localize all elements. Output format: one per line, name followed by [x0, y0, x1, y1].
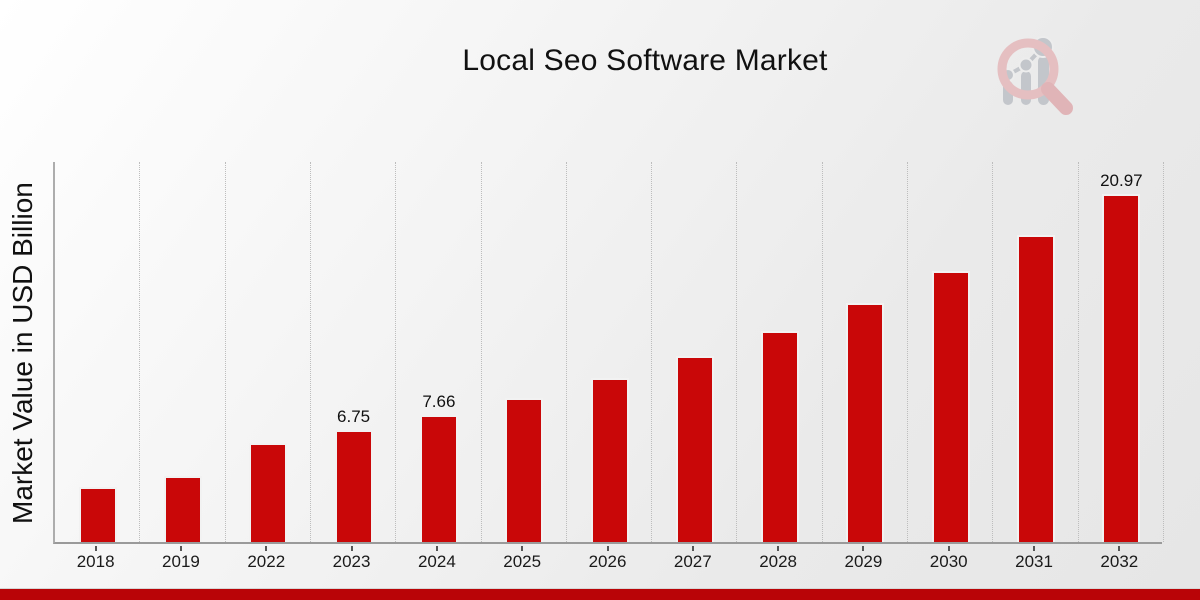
x-axis-label-2029: 2029 — [844, 552, 883, 571]
category-gridline — [651, 162, 653, 542]
x-axis-label-2031: 2031 — [1015, 552, 1053, 571]
bar-value-label: 7.66 — [422, 392, 456, 411]
bar-2025 — [505, 398, 544, 542]
x-axis-tick — [265, 546, 268, 551]
x-axis-label-2024: 2024 — [417, 552, 456, 571]
x-axis-label-2025: 2025 — [503, 552, 542, 571]
x-axis-tick — [777, 546, 780, 551]
x-axis-tick — [179, 546, 182, 551]
bar-2032 — [1102, 194, 1141, 542]
category-gridline — [480, 162, 482, 542]
category-gridline — [821, 162, 823, 542]
x-axis-tick — [1033, 546, 1036, 551]
plot-area: 6.75 7.66 20.97 — [53, 162, 1164, 544]
bar-2026 — [590, 378, 629, 542]
logo-magnifier-icon — [997, 38, 1073, 115]
x-axis-tick — [521, 546, 524, 551]
category-gridline — [224, 162, 226, 542]
category-gridline — [139, 162, 141, 542]
bar-value-label: 6.75 — [337, 407, 371, 426]
x-axis-tick — [947, 546, 950, 551]
footer-accent-strip — [0, 588, 1200, 600]
y-axis-label: Market Value in USD Billion — [7, 182, 38, 524]
x-axis-tick — [606, 546, 609, 551]
category-gridline — [1077, 162, 1079, 542]
bar-2027 — [675, 356, 714, 542]
x-axis-label-2028: 2028 — [759, 552, 798, 571]
category-gridline — [992, 162, 994, 542]
bar-2018 — [78, 487, 117, 542]
chart-title: Local Seo Software Market — [462, 44, 828, 77]
x-axis-label-2032: 2032 — [1100, 552, 1139, 571]
category-gridline — [309, 162, 311, 542]
x-axis-label-2023: 2023 — [332, 552, 371, 571]
x-axis-label-2030: 2030 — [929, 552, 968, 571]
x-axis-tick — [862, 546, 865, 551]
bar-2031 — [1017, 235, 1056, 542]
bar-2019 — [163, 476, 202, 542]
x-axis-label-2026: 2026 — [588, 552, 627, 571]
bar-2023 — [334, 430, 373, 542]
category-gridline — [395, 162, 397, 542]
category-gridline — [1163, 162, 1164, 542]
x-axis-tick — [1118, 546, 1121, 551]
x-axis-tick — [350, 546, 353, 551]
x-axis-tick — [691, 546, 694, 551]
market-research-magnifier-logo — [997, 36, 1073, 115]
bar-2024 — [419, 415, 458, 542]
bar-2029 — [846, 303, 885, 542]
x-axis-tick — [435, 546, 438, 551]
x-axis-tick — [94, 546, 97, 551]
bar-2030 — [931, 271, 970, 542]
x-axis-label-2019: 2019 — [162, 552, 200, 571]
category-gridline — [565, 162, 567, 542]
bar-2022 — [249, 443, 288, 542]
category-gridline — [907, 162, 909, 542]
x-axis-label-2018: 2018 — [76, 552, 115, 571]
category-gridline — [736, 162, 738, 542]
x-axis-label-2022: 2022 — [247, 552, 286, 571]
bar-2028 — [761, 331, 800, 542]
x-axis-label-2027: 2027 — [673, 552, 712, 571]
bar-value-label: 20.97 — [1100, 171, 1143, 190]
